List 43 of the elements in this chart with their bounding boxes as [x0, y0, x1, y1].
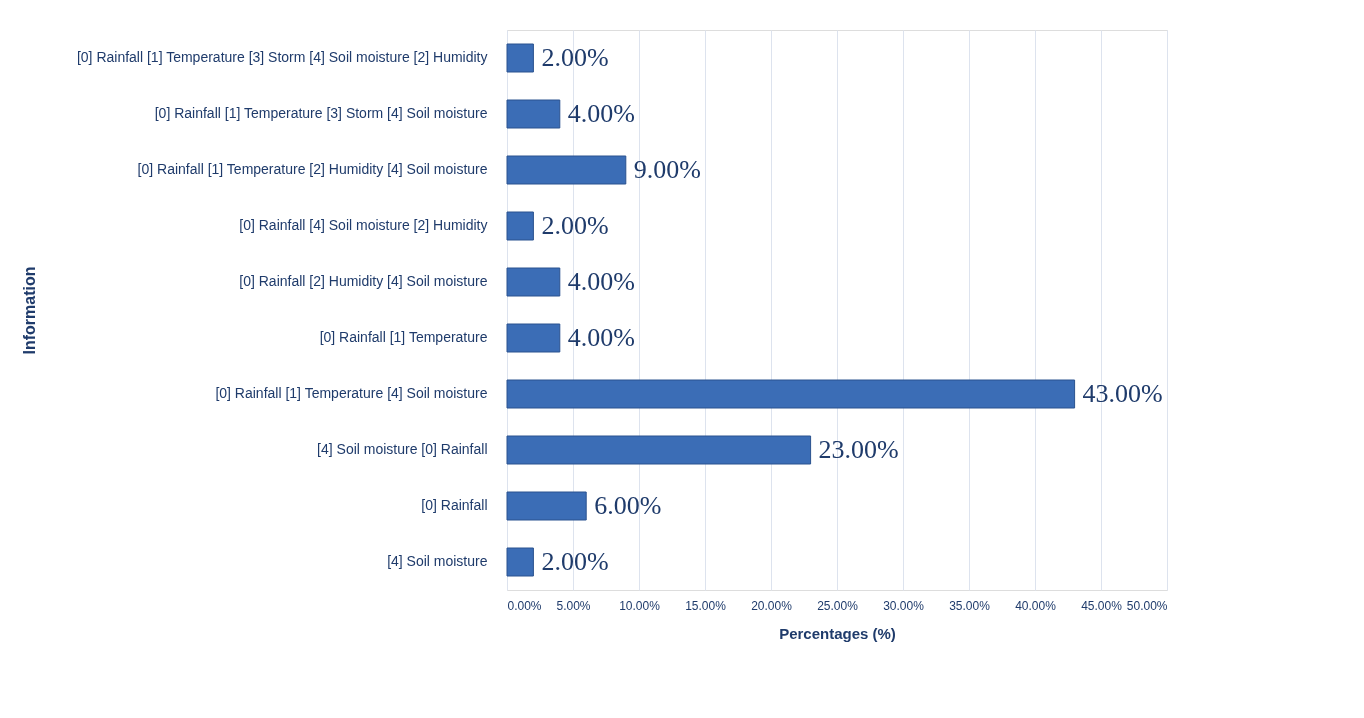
data-label: 4.00%: [567, 267, 635, 296]
bar: [506, 435, 812, 465]
data-label: 43.00%: [1082, 379, 1163, 408]
bar: [506, 491, 587, 521]
bar: [506, 323, 561, 353]
bar: [506, 99, 561, 129]
data-label: 4.00%: [567, 323, 635, 352]
y-tick-label: [0] Rainfall [1] Temperature [2] Humidity [4] Soil moisture: [137, 161, 488, 177]
bar: [506, 211, 534, 241]
x-tick-label: 35.00%: [949, 598, 991, 613]
x-tick-label: 15.00%: [685, 598, 727, 613]
y-tick-label: [0] Rainfall: [421, 497, 488, 513]
y-tick-label: [4] Soil moisture: [387, 553, 488, 569]
data-label: 2.00%: [541, 547, 609, 576]
data-label: 4.00%: [567, 99, 635, 128]
y-tick-label: [0] Rainfall [1] Temperature [4] Soil moisture: [215, 385, 488, 401]
x-tick-label: 0.00%: [507, 598, 542, 613]
bar: [506, 155, 627, 185]
x-axis-title: Percentages (%): [779, 624, 896, 642]
data-label: 6.00%: [594, 491, 662, 520]
data-label: 23.00%: [818, 435, 899, 464]
x-tick-label: 5.00%: [556, 598, 591, 613]
x-tick-label: 30.00%: [883, 598, 925, 613]
x-tick-label: 10.00%: [619, 598, 661, 613]
x-tick-label: 45.00%: [1081, 598, 1123, 613]
y-tick-label: [0] Rainfall [1] Temperature [3] Storm [4] Soil moisture [2] Humidity: [76, 49, 488, 65]
y-tick-label: [0] Rainfall [4] Soil moisture [2] Humidity: [239, 217, 488, 233]
x-tick-label: 25.00%: [817, 598, 859, 613]
y-axis-title: Information: [20, 266, 38, 355]
y-tick-label: [0] Rainfall [1] Temperature [3] Storm [4] Soil moisture: [154, 105, 488, 121]
bar: [506, 43, 534, 73]
y-tick-label: [4] Soil moisture [0] Rainfall: [317, 441, 488, 457]
bar: [506, 267, 561, 297]
y-tick-label: [0] Rainfall [1] Temperature: [319, 329, 488, 345]
x-tick-label: 40.00%: [1015, 598, 1057, 613]
bar: [506, 547, 534, 577]
x-tick-label: 50.00%: [1126, 598, 1168, 613]
data-label: 2.00%: [541, 43, 609, 72]
x-tick-label: 20.00%: [751, 598, 793, 613]
bar: [506, 379, 1076, 409]
y-tick-label: [0] Rainfall [2] Humidity [4] Soil moisture: [239, 273, 488, 289]
data-label: 2.00%: [541, 211, 609, 240]
data-label: 9.00%: [633, 155, 701, 184]
